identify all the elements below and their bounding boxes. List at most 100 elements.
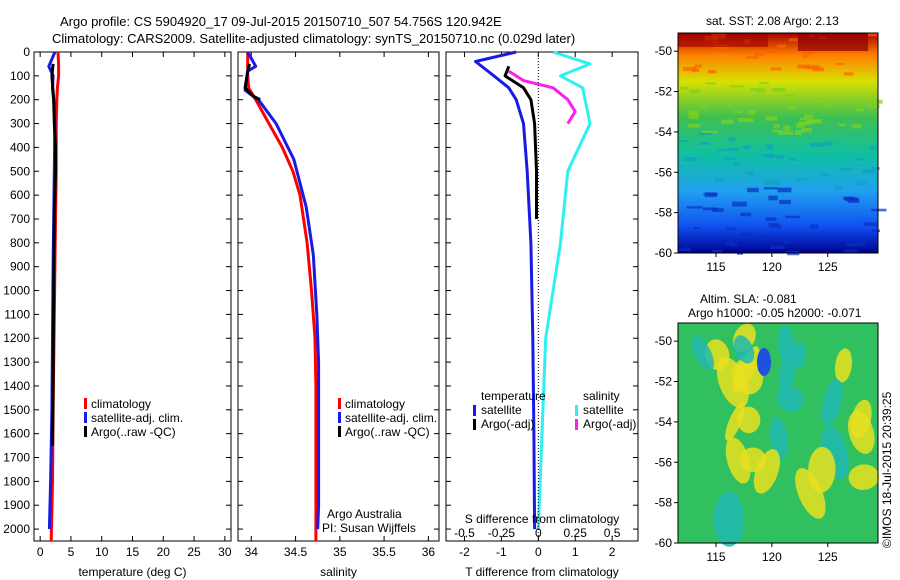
sla-blob	[847, 410, 875, 454]
sst-texture	[753, 235, 768, 241]
sst-texture	[740, 212, 752, 217]
sst-map-title: sat. SST: 2.08 Argo: 2.13	[706, 14, 839, 28]
x-tick-label: 36	[422, 545, 436, 559]
x2-tick-label: 0.5	[604, 526, 621, 540]
sst-texture	[745, 56, 759, 59]
sla-blob	[808, 446, 836, 493]
legend-swatch	[473, 419, 476, 430]
sst-texture	[732, 201, 747, 207]
sla-blob	[713, 492, 745, 547]
y-tick-label: -52	[655, 85, 673, 99]
sst-texture	[769, 245, 785, 250]
series-line	[503, 65, 538, 219]
sst-texture	[862, 169, 876, 174]
sst-texture	[869, 146, 877, 150]
y-tick-label: 800	[10, 236, 30, 250]
sst-texture	[766, 153, 773, 159]
y-tick-label: -54	[655, 125, 673, 139]
sst-texture	[800, 117, 807, 120]
x2-tick-label: -0.25	[488, 526, 516, 540]
legend-swatch	[338, 426, 341, 437]
sst-texture	[843, 249, 858, 253]
sla-blob	[733, 335, 755, 364]
x-tick-label: 15	[126, 545, 140, 559]
series-line	[507, 69, 577, 125]
x-tick-label: -2	[459, 545, 470, 559]
sla-blob	[848, 464, 879, 490]
legend-label: Argo(..raw -QC)	[345, 425, 430, 439]
sst-texture	[764, 180, 781, 186]
y-tick-label: 400	[10, 140, 30, 154]
y-tick-label: -50	[655, 334, 673, 348]
x-tick-label: 35.5	[372, 545, 396, 559]
sla-blob	[736, 406, 761, 434]
sst-texture	[730, 85, 745, 88]
sst-texture	[773, 124, 780, 129]
sst-texture	[699, 142, 710, 145]
sst-texture	[776, 44, 786, 48]
sst-texture	[748, 110, 756, 115]
plot-frame	[237, 51, 440, 542]
series-line	[474, 50, 537, 530]
sst-texture	[750, 88, 759, 91]
legend-swatch	[473, 405, 476, 416]
legend-swatch	[84, 398, 87, 409]
sst-texture	[851, 124, 862, 129]
sla-blob	[691, 336, 715, 371]
sst-texture	[797, 64, 810, 69]
sst-texture	[733, 161, 741, 166]
series-line	[243, 63, 261, 102]
x-axis-label: T difference from climatology	[465, 565, 619, 579]
sst-texture	[766, 144, 774, 150]
sst-texture	[712, 208, 724, 212]
sst-texture	[680, 86, 688, 90]
x2-tick-label: 0	[535, 526, 542, 540]
sst-texture	[870, 167, 880, 171]
annotation-line: Argo Australia	[327, 507, 402, 521]
sst-texture	[844, 72, 854, 76]
sst-texture	[771, 129, 782, 133]
profile-panel-2: -2 -1 0 1 2 T difference from climatology -0.5…	[445, 50, 639, 579]
sst-texture	[747, 171, 754, 176]
sst-warm-patch	[798, 33, 868, 51]
legend-swatch	[575, 405, 578, 416]
sst-texture	[682, 66, 696, 72]
legend-label: Argo(..raw -QC)	[91, 425, 176, 439]
sla-map-subtitle: Argo h1000: -0.05 h2000: -0.071	[688, 306, 862, 320]
series-line	[536, 50, 592, 530]
sst-texture	[723, 157, 736, 160]
y-tick-label: 1700	[3, 451, 30, 465]
y-tick-label: 1800	[3, 474, 30, 488]
title-line-2: Climatology: CARS2009. Satellite-adjuste…	[52, 31, 576, 46]
legend-label: satellite-adj. clim.	[345, 411, 437, 425]
sst-texture	[770, 67, 782, 71]
x-axis-label: temperature (deg C)	[78, 565, 186, 579]
sst-texture	[726, 147, 739, 151]
sst-texture	[747, 187, 759, 193]
legend-swatch	[338, 412, 341, 423]
series-line	[243, 51, 321, 530]
y-tick-label: 1000	[3, 284, 30, 298]
x-tick-label: 115	[706, 550, 725, 564]
y-tick-label: 1200	[3, 331, 30, 345]
sst-texture	[694, 64, 702, 68]
sst-texture	[767, 223, 779, 226]
sst-texture	[845, 197, 858, 202]
title-line-1: Argo profile: CS 5904920_17 09-Jul-2015 …	[60, 14, 502, 29]
sst-texture	[801, 127, 812, 133]
sst-texture	[766, 49, 782, 54]
y-tick-label: 900	[10, 260, 30, 274]
sst-texture	[721, 119, 734, 124]
sst-texture	[840, 168, 853, 171]
y-tick-label: 100	[10, 69, 30, 83]
sst-texture	[802, 51, 813, 55]
x-tick-label: -1	[496, 545, 507, 559]
sst-texture	[765, 217, 777, 221]
y-tick-label: -50	[655, 44, 673, 58]
y-tick-label: 1300	[3, 355, 30, 369]
legend-swatch	[84, 412, 87, 423]
sst-texture	[714, 177, 724, 182]
sst-texture	[689, 89, 701, 94]
sst-texture	[687, 123, 701, 128]
x-tick-label: 0	[535, 545, 542, 559]
